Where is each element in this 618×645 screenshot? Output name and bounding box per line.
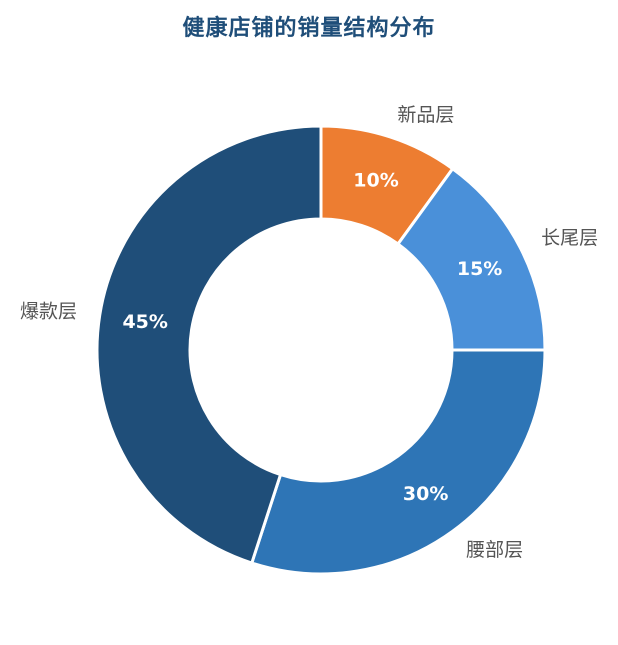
chart-title: 健康店铺的销量结构分布 xyxy=(182,16,436,41)
category-label-4: 爆款层 xyxy=(20,300,77,322)
percent-label-1: 10% xyxy=(353,170,398,192)
category-label-1: 新品层 xyxy=(397,104,454,126)
donut-slice-4 xyxy=(95,124,323,565)
percent-labels: 10% 15% 30% 45% xyxy=(122,170,502,505)
donut-slices xyxy=(95,124,547,576)
percent-label-2: 15% xyxy=(457,258,502,280)
percent-label-3: 30% xyxy=(403,483,448,505)
donut-slice-3 xyxy=(249,348,547,576)
category-label-2: 长尾层 xyxy=(541,227,598,249)
category-label-3: 腰部层 xyxy=(466,539,523,561)
percent-label-4: 45% xyxy=(122,311,167,333)
